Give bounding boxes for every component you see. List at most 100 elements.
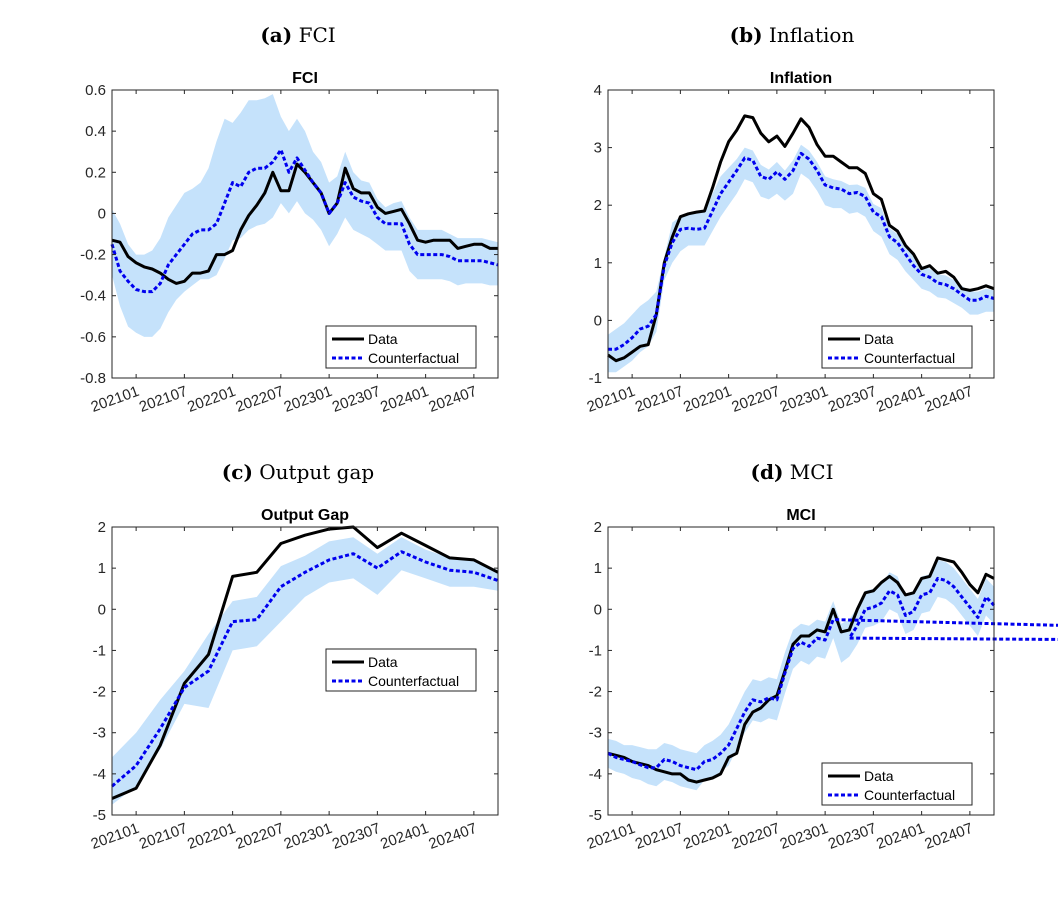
chart-panel-3: (c) Output gap Output Gap -5 -4 -3 -2 -1 0 1 2 202…	[89, 460, 499, 853]
panel-caption: (c) Output gap	[222, 460, 374, 484]
y-tick-label: 0.4	[85, 123, 106, 140]
legend-box	[821, 762, 973, 806]
x-tick-label: 202407	[922, 383, 975, 416]
x-tick-label: 202207	[233, 820, 286, 853]
legend-label-data: Data	[864, 331, 894, 347]
y-tick-label: 1	[594, 560, 602, 577]
counterfactual-series-line	[608, 151, 995, 351]
x-tick-label: 202407	[922, 820, 975, 853]
legend-box	[325, 648, 477, 692]
x-tick-label: 202107	[633, 820, 686, 853]
x-tick-label: 202207	[233, 383, 286, 416]
x-tick-label: 202401	[874, 383, 927, 416]
y-tick-label: -3	[93, 725, 106, 742]
x-tick-label: 202401	[378, 820, 431, 853]
x-tick-label: 202301	[282, 820, 335, 853]
y-tick-label: 0	[98, 601, 106, 618]
y-tick-label: 0.2	[85, 164, 106, 181]
panel-caption-tag: (b)	[730, 23, 763, 47]
y-tick-label: 4	[594, 82, 602, 99]
x-tick-label: 202407	[426, 383, 479, 416]
legend-label-counterfactual: Counterfactual	[368, 673, 459, 689]
y-tick-label: -5	[93, 807, 106, 824]
y-tick-label: 0.6	[85, 82, 106, 99]
plot-frame	[607, 89, 995, 379]
y-tick-label: -3	[589, 725, 602, 742]
confidence-band	[112, 537, 498, 805]
y-tick-label: 1	[98, 560, 106, 577]
confidence-band	[112, 94, 498, 337]
x-tick-label: 202107	[137, 820, 190, 853]
chart-title: Output Gap	[261, 507, 349, 524]
chart-title: MCI	[786, 507, 815, 524]
plot-frame	[111, 89, 499, 379]
panel-caption-tag: (c)	[222, 460, 253, 484]
chart-panel-4: (d) MCIMCI-5-4-3-2-101220210120210720220…	[585, 460, 1058, 853]
chart-panel-2: (b) InflationInflation-10123420210120210…	[585, 23, 995, 416]
x-tick-label: 202201	[681, 383, 734, 416]
panel-caption-tag: (a)	[260, 23, 292, 47]
y-tick-label: 2	[594, 197, 602, 214]
x-tick-label: 202407	[426, 820, 479, 853]
confidence-band	[608, 559, 994, 791]
y-tick-label: -4	[589, 766, 602, 783]
x-tick-label: 202401	[378, 383, 431, 416]
legend: Data Counterfactual	[325, 325, 477, 369]
counterfactual-series-line	[111, 550, 499, 788]
x-tick-label: 202107	[137, 383, 190, 416]
panel-caption: (b) Inflation	[730, 23, 855, 47]
chart-panel-1: (a) FCIFCI-0.8-0.6-0.4-0.200.20.40.62021…	[80, 23, 499, 416]
y-tick-label: -0.6	[80, 329, 106, 346]
x-tick-label: 202101	[89, 383, 142, 416]
x-tick-label: 202301	[778, 820, 831, 853]
x-tick-label: 202301	[282, 383, 335, 416]
panel-caption: (d) MCI	[751, 460, 834, 484]
y-tick-label: 0	[594, 601, 602, 618]
y-tick-label: -0.4	[80, 288, 106, 305]
x-tick-label: 202401	[874, 820, 927, 853]
y-tick-label: 2	[98, 519, 106, 536]
x-tick-label: 202201	[185, 383, 238, 416]
y-tick-label: -0.8	[80, 370, 106, 387]
data-series-line	[607, 556, 995, 784]
y-tick-label: -0.2	[80, 247, 106, 264]
y-tick-label: 1	[594, 255, 602, 272]
plot-frame	[607, 526, 995, 816]
chart-title: Inflation	[770, 70, 832, 87]
legend: Data Counterfactual	[821, 762, 973, 806]
panel-caption: (a) FCI	[260, 23, 335, 47]
y-tick-label: -2	[93, 684, 106, 701]
legend-label-data: Data	[864, 768, 894, 784]
x-tick-label: 202201	[185, 820, 238, 853]
x-tick-label: 202107	[633, 383, 686, 416]
x-tick-label: 202307	[330, 820, 383, 853]
panel-caption-text: FCI	[292, 23, 335, 47]
panel-caption-text: MCI	[783, 460, 833, 484]
panel-caption-text: Inflation	[763, 23, 855, 47]
x-tick-label: 202101	[89, 820, 142, 853]
y-tick-label: -1	[589, 642, 602, 659]
x-tick-label: 202301	[778, 383, 831, 416]
y-tick-label: 0	[594, 312, 602, 329]
x-tick-label: 202207	[729, 820, 782, 853]
counterfactual-series-line	[110, 148, 499, 294]
x-tick-label: 202207	[729, 383, 782, 416]
legend: Data Counterfactual	[821, 325, 973, 369]
legend-label-counterfactual: Counterfactual	[864, 350, 955, 366]
legend-box	[325, 325, 477, 369]
y-tick-label: 2	[594, 519, 602, 536]
y-tick-label: -5	[589, 807, 602, 824]
chart-title: FCI	[292, 70, 318, 87]
y-tick-label: -1	[93, 642, 106, 659]
x-tick-label: 202101	[585, 383, 638, 416]
panel-caption-tag: (d)	[751, 460, 784, 484]
y-tick-label: 0	[98, 205, 106, 222]
legend-label-counterfactual: Counterfactual	[368, 350, 459, 366]
x-tick-label: 202307	[826, 820, 879, 853]
panel-caption-text: Output gap	[253, 460, 374, 484]
y-tick-label: -1	[589, 370, 602, 387]
y-tick-label: 3	[594, 140, 602, 157]
x-tick-label: 202307	[330, 383, 383, 416]
legend-label-data: Data	[368, 654, 398, 670]
